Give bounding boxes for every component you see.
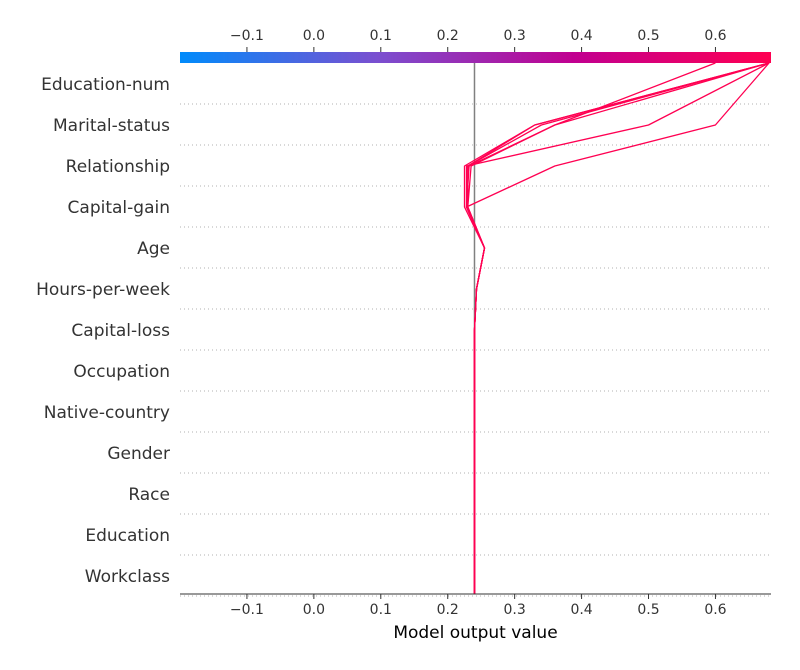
x-tick-label: 0.0 xyxy=(303,602,325,618)
colorbar-gradient xyxy=(180,52,771,63)
x-tick-label: 0.2 xyxy=(437,602,459,618)
grid-lines xyxy=(180,103,771,597)
feature-label: Gender xyxy=(107,444,170,464)
top-tick-label: 0.0 xyxy=(303,28,325,44)
decision-line xyxy=(465,62,770,594)
feature-label: Age xyxy=(137,239,170,259)
feature-label: Education xyxy=(85,526,170,546)
x-tick-label: 0.3 xyxy=(504,602,526,618)
top-tick-label: 0.4 xyxy=(570,28,592,44)
top-tick-label: 0.2 xyxy=(437,28,459,44)
top-tick-label: 0.5 xyxy=(637,28,659,44)
feature-label: Capital-gain xyxy=(68,198,170,218)
top-tick-label: 0.1 xyxy=(370,28,392,44)
x-axis: −0.1 0.0 0.1 0.2 0.3 0.4 0.5 0.6 xyxy=(180,593,771,618)
x-axis-label: Model output value xyxy=(393,623,557,643)
x-tick-label: 0.4 xyxy=(570,602,592,618)
x-tick-label: 0.5 xyxy=(637,602,659,618)
top-tick-label: 0.3 xyxy=(504,28,526,44)
top-tick-label: −0.1 xyxy=(230,28,264,44)
feature-label: Workclass xyxy=(85,567,170,587)
feature-label: Relationship xyxy=(66,157,170,177)
decision-lines xyxy=(463,62,770,594)
decision-line xyxy=(465,62,770,594)
x-tick-label: −0.1 xyxy=(230,602,264,618)
feature-labels: Education-num Marital-status Relationship C… xyxy=(36,75,170,587)
top-tick-label: 0.6 xyxy=(704,28,726,44)
feature-label: Occupation xyxy=(73,362,170,382)
feature-label: Capital-loss xyxy=(71,321,170,341)
decision-line xyxy=(465,62,716,594)
feature-label: Race xyxy=(128,485,170,505)
x-tick-label: 0.6 xyxy=(704,602,726,618)
feature-label: Education-num xyxy=(41,75,170,95)
colorbar: −0.1 0.0 0.1 0.2 0.3 0.4 0.5 0.6 xyxy=(180,28,771,63)
feature-label: Native-country xyxy=(44,403,170,423)
x-tick-label: 0.1 xyxy=(370,602,392,618)
feature-label: Hours-per-week xyxy=(36,280,170,300)
feature-label: Marital-status xyxy=(53,116,170,136)
